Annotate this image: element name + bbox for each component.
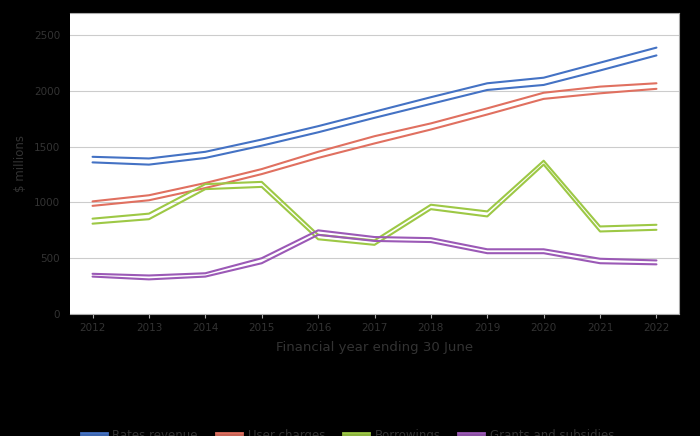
X-axis label: Financial year ending 30 June: Financial year ending 30 June: [276, 341, 473, 354]
Y-axis label: $ millions: $ millions: [14, 135, 27, 192]
Legend: Rates revenue, User charges, Borrowings, Grants and subsidies: Rates revenue, User charges, Borrowings,…: [76, 424, 620, 436]
